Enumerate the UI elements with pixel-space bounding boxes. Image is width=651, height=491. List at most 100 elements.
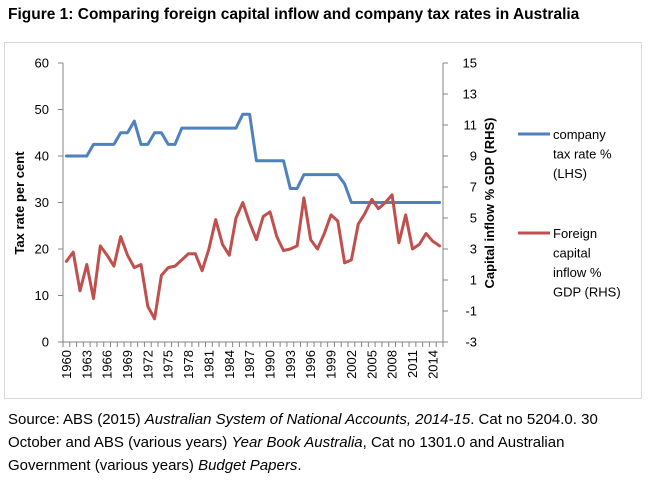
data-point — [425, 232, 427, 235]
right-tick-label: 9 — [470, 149, 477, 164]
data-point — [411, 248, 414, 250]
data-point — [439, 201, 441, 204]
data-point — [106, 254, 108, 256]
left-tick-label: 30 — [35, 195, 49, 210]
data-point — [65, 260, 67, 262]
x-tick-label: 1996 — [303, 350, 318, 379]
data-point — [439, 245, 441, 247]
data-point — [215, 127, 217, 129]
data-point — [201, 270, 203, 272]
data-point — [113, 265, 115, 267]
data-point — [303, 174, 305, 176]
data-point — [133, 267, 135, 269]
data-point — [174, 143, 176, 145]
chart-frame — [4, 42, 642, 399]
right-tick-label: -1 — [465, 304, 477, 319]
data-point — [92, 298, 95, 300]
right-tick-label: 5 — [470, 211, 477, 226]
x-tick-label: 1966 — [100, 350, 115, 379]
data-point — [86, 263, 88, 266]
data-point — [160, 274, 162, 276]
legend-label-capital-inflow: inflow % — [553, 265, 602, 280]
data-point — [126, 132, 129, 134]
data-point — [72, 155, 74, 157]
left-tick-label: 0 — [42, 335, 49, 350]
left-tick-label: 10 — [35, 288, 49, 303]
x-tick-label: 2005 — [364, 350, 379, 379]
data-point — [398, 201, 400, 204]
x-tick-label: 1984 — [222, 350, 237, 379]
data-point — [79, 290, 81, 292]
legend-label-capital-inflow: GDP (RHS) — [553, 285, 621, 300]
data-point — [276, 236, 278, 238]
data-point — [411, 201, 414, 204]
source-prefix: Source: ABS (2015) — [8, 411, 145, 428]
x-tick-label: 1999 — [324, 350, 339, 379]
left-tick-label: 60 — [35, 56, 49, 71]
x-tick-label: 1960 — [59, 350, 74, 379]
data-point — [86, 155, 88, 157]
x-tick-label: 2014 — [425, 350, 440, 379]
data-point — [160, 132, 162, 134]
legend-label-capital-inflow: Foreign — [553, 226, 597, 241]
data-point — [140, 263, 142, 266]
data-point — [255, 160, 257, 162]
source-title-budget-papers: Budget Papers — [198, 457, 298, 474]
left-tick-label: 40 — [35, 149, 49, 164]
x-tick-label: 1963 — [79, 350, 94, 379]
data-point — [140, 143, 142, 145]
data-point — [398, 242, 400, 244]
legend-label-capital-inflow: capital — [553, 246, 591, 261]
data-point — [187, 127, 190, 129]
right-tick-label: -3 — [465, 335, 477, 350]
data-point — [377, 208, 380, 210]
left-tick-label: 20 — [35, 242, 49, 257]
x-tick-label: 2002 — [344, 350, 359, 379]
data-point — [99, 245, 101, 247]
source-title-year-book: Year Book Australia — [231, 434, 363, 451]
right-tick-label: 3 — [470, 242, 477, 257]
data-point — [296, 245, 298, 247]
data-point — [405, 214, 407, 216]
series-line-2 — [64, 193, 442, 321]
data-point — [418, 243, 420, 245]
data-point — [364, 212, 366, 214]
data-point — [133, 120, 135, 122]
data-point — [92, 143, 95, 145]
data-point — [344, 262, 346, 264]
data-point — [194, 253, 196, 255]
legend-label-company-tax: tax rate % — [553, 147, 612, 162]
data-point — [106, 143, 108, 145]
data-point — [79, 155, 81, 157]
legend-label-company-tax: (LHS) — [553, 166, 587, 181]
x-tick-label: 1975 — [161, 350, 176, 379]
series-line-1 — [64, 112, 442, 204]
x-tick-label: 1990 — [262, 350, 277, 379]
x-tick-label: 1987 — [242, 350, 257, 379]
data-point — [126, 254, 129, 256]
data-point — [262, 160, 264, 162]
data-point — [350, 201, 352, 204]
data-point — [330, 174, 332, 176]
data-point — [377, 201, 380, 204]
data-point — [310, 239, 312, 241]
data-point — [425, 201, 427, 204]
data-point — [344, 183, 346, 185]
x-tick-label: 2008 — [385, 350, 400, 379]
source-suffix: . — [297, 457, 302, 474]
data-point — [262, 215, 264, 218]
data-point — [316, 174, 319, 176]
data-point — [65, 155, 67, 157]
data-point — [235, 217, 237, 219]
data-point — [228, 254, 230, 256]
data-point — [269, 160, 271, 162]
data-point — [337, 174, 339, 176]
data-point — [113, 143, 115, 145]
data-point — [174, 265, 176, 267]
data-point — [242, 113, 244, 115]
data-point — [350, 259, 352, 261]
data-point — [187, 253, 190, 255]
data-point — [235, 127, 237, 129]
data-point — [249, 222, 251, 224]
